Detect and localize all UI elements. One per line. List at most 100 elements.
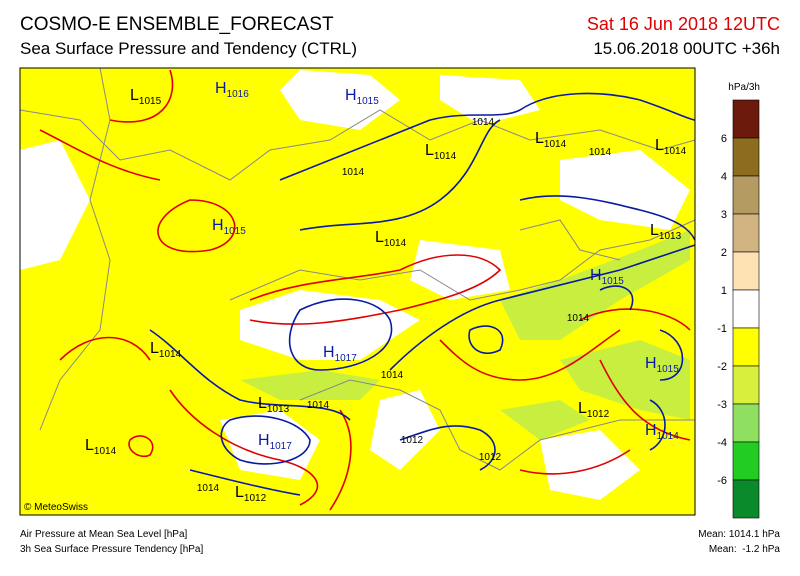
pressure-center: H1017 xyxy=(258,432,292,452)
colorbar-box xyxy=(732,403,760,443)
tendency-green xyxy=(240,230,690,440)
center-value: 1012 xyxy=(244,493,267,504)
isobar-label: 1014 xyxy=(589,147,612,158)
colorbar-box xyxy=(732,479,760,519)
valid-time: Sat 16 Jun 2018 12UTC xyxy=(587,14,780,34)
colorbar-label: 3 xyxy=(721,209,727,221)
copyright: © MeteoSwiss xyxy=(24,502,88,513)
run-time: 15.06.2018 00UTC +36h xyxy=(593,39,780,58)
center-value: 1014 xyxy=(657,431,680,442)
center-type: L xyxy=(150,340,159,357)
center-type: L xyxy=(655,137,664,154)
tendency-isolines xyxy=(39,69,691,511)
colorbar-box xyxy=(732,137,760,177)
center-value: 1014 xyxy=(544,139,567,150)
center-value: 1015 xyxy=(357,96,380,107)
footer-left: Air Pressure at Mean Sea Level [hPa] xyxy=(20,529,188,540)
center-value: 1014 xyxy=(384,238,407,249)
center-value: 1013 xyxy=(659,231,682,242)
colorbar-box xyxy=(732,99,760,139)
center-type: L xyxy=(85,437,94,454)
tendency-white xyxy=(20,70,690,500)
title: COSMO-E ENSEMBLE_FORECAST xyxy=(20,14,334,35)
isobar-label: 1014 xyxy=(567,313,590,324)
colorbar-box xyxy=(732,213,760,253)
footer-right: Mean: 1014.1 hPa xyxy=(698,529,780,540)
colorbar-label: 4 xyxy=(721,171,727,183)
subtitle: Sea Surface Pressure and Tendency (CTRL) xyxy=(20,39,357,58)
center-value: 1017 xyxy=(270,441,293,452)
colorbar-label: -1 xyxy=(717,323,727,335)
center-type: H xyxy=(590,267,602,284)
pressure-center: H1015 xyxy=(212,217,246,237)
center-type: L xyxy=(425,142,434,159)
isobar-label: 1014 xyxy=(307,400,330,411)
pressure-center: H1015 xyxy=(590,267,624,287)
center-value: 1012 xyxy=(587,409,610,420)
pressure-center: H1017 xyxy=(323,344,357,364)
center-value: 1015 xyxy=(139,96,162,107)
center-type: L xyxy=(235,484,244,501)
center-type: L xyxy=(375,229,384,246)
center-value: 1014 xyxy=(159,349,182,360)
colorbar-box xyxy=(732,175,760,215)
pressure-center: L1014 xyxy=(535,130,567,150)
center-value: 1016 xyxy=(227,89,250,100)
center-value: 1015 xyxy=(602,276,625,287)
pressure-center: L1013 xyxy=(258,395,290,415)
pressure-center: L1015 xyxy=(130,87,162,107)
pressure-center: H1015 xyxy=(345,87,379,107)
colorbar-box xyxy=(732,327,760,367)
center-type: H xyxy=(645,355,657,372)
pressure-center: L1014 xyxy=(375,229,407,249)
center-type: L xyxy=(535,130,544,147)
isobar-label: 1012 xyxy=(479,452,502,463)
colorbar-label: 1 xyxy=(721,285,727,297)
center-type: H xyxy=(212,217,224,234)
colorbar-box xyxy=(732,441,760,481)
center-value: 1013 xyxy=(267,404,290,415)
colorbar-label: -4 xyxy=(717,437,727,449)
colorbar-label: 2 xyxy=(721,247,727,259)
isobar-label: 1014 xyxy=(342,167,365,178)
center-value: 1015 xyxy=(224,226,247,237)
center-type: H xyxy=(323,344,335,361)
center-type: L xyxy=(258,395,267,412)
pressure-center: L1013 xyxy=(650,222,682,242)
isobar-label: 1014 xyxy=(197,483,220,494)
pressure-center: L1012 xyxy=(578,400,610,420)
center-value: 1014 xyxy=(94,446,117,457)
colorbar-label: -3 xyxy=(717,399,727,411)
isobars xyxy=(149,92,696,496)
isobar-label: 1012 xyxy=(401,435,424,446)
colorbar-label: -2 xyxy=(717,361,727,373)
center-value: 1017 xyxy=(335,353,358,364)
center-type: L xyxy=(650,222,659,239)
isobar-label: 1014 xyxy=(472,117,495,128)
colorbar-label: 6 xyxy=(721,133,727,145)
map-frame xyxy=(19,67,696,516)
pressure-center: L1014 xyxy=(85,437,117,457)
colorbar-unit: hPa/3h xyxy=(728,82,760,93)
colorbar-box xyxy=(732,251,760,291)
center-value: 1015 xyxy=(657,364,680,375)
colorbar-box xyxy=(732,289,760,329)
center-type: H xyxy=(258,432,270,449)
pressure-center: L1014 xyxy=(425,142,457,162)
colorbar-box xyxy=(732,365,760,405)
center-type: H xyxy=(645,422,657,439)
pressure-center: L1012 xyxy=(235,484,267,504)
footer-right: Mean: -1.2 hPa xyxy=(709,544,781,555)
pressure-center: L1014 xyxy=(150,340,182,360)
isobar-label: 1014 xyxy=(381,370,404,381)
center-type: H xyxy=(345,87,357,104)
colorbar-label: -6 xyxy=(717,475,727,487)
center-value: 1014 xyxy=(664,146,687,157)
center-type: H xyxy=(215,80,227,97)
pressure-center: H1014 xyxy=(645,422,679,442)
center-type: L xyxy=(130,87,139,104)
pressure-center: L1014 xyxy=(655,137,687,157)
center-type: L xyxy=(578,400,587,417)
